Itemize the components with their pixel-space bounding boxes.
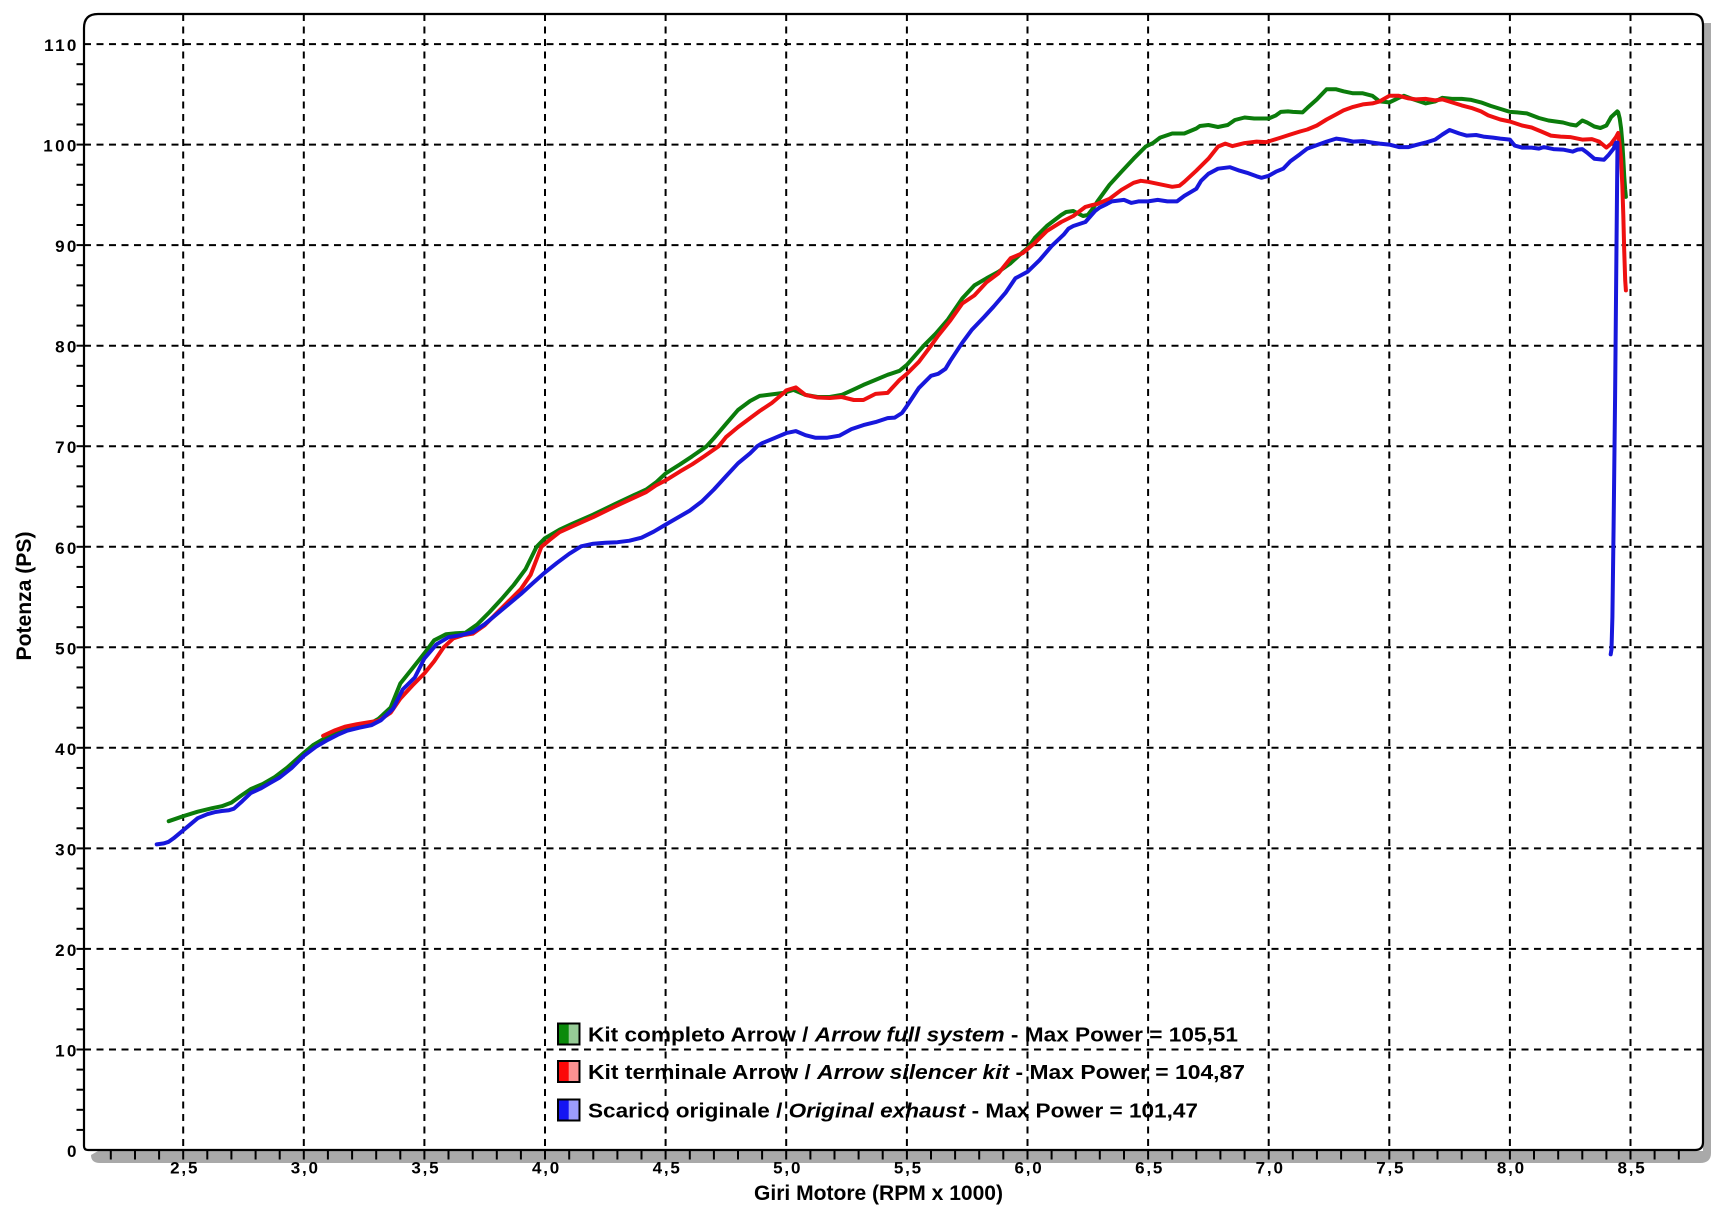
svg-text:5,0: 5,0 (773, 1159, 802, 1178)
svg-text:50: 50 (55, 639, 79, 658)
svg-text:Potenza (PS): Potenza (PS) (13, 532, 36, 661)
svg-text:Kit terminale Arrow / Arrow si: Kit terminale Arrow / Arrow silencer kit… (588, 1062, 1245, 1084)
svg-text:7,0: 7,0 (1256, 1159, 1285, 1178)
svg-text:3,5: 3,5 (411, 1159, 440, 1178)
svg-text:70: 70 (55, 438, 79, 457)
svg-text:2,5: 2,5 (170, 1159, 199, 1178)
svg-text:100: 100 (43, 137, 79, 156)
svg-text:10: 10 (55, 1042, 79, 1061)
svg-text:20: 20 (55, 941, 79, 960)
svg-text:7,5: 7,5 (1376, 1159, 1405, 1178)
svg-text:Scarico originale / Original e: Scarico originale / Original exhaust - M… (588, 1101, 1198, 1123)
svg-text:90: 90 (55, 237, 79, 256)
svg-text:6,0: 6,0 (1014, 1159, 1043, 1178)
svg-text:Giri Motore (RPM x 1000): Giri Motore (RPM x 1000) (754, 1182, 1003, 1205)
svg-text:30: 30 (55, 840, 79, 859)
svg-text:4,0: 4,0 (532, 1159, 561, 1178)
svg-text:0: 0 (67, 1142, 79, 1161)
svg-text:3,0: 3,0 (291, 1159, 320, 1178)
svg-text:4,5: 4,5 (653, 1159, 682, 1178)
svg-text:40: 40 (55, 740, 79, 759)
svg-text:60: 60 (55, 539, 79, 558)
svg-text:6,5: 6,5 (1135, 1159, 1164, 1178)
svg-text:Kit completo Arrow / Arrow ful: Kit completo Arrow / Arrow full system -… (588, 1025, 1238, 1047)
svg-text:8,0: 8,0 (1497, 1159, 1526, 1178)
svg-text:110: 110 (44, 36, 79, 55)
svg-text:80: 80 (55, 338, 79, 357)
svg-text:5,5: 5,5 (894, 1159, 923, 1178)
svg-text:8,5: 8,5 (1617, 1159, 1646, 1178)
